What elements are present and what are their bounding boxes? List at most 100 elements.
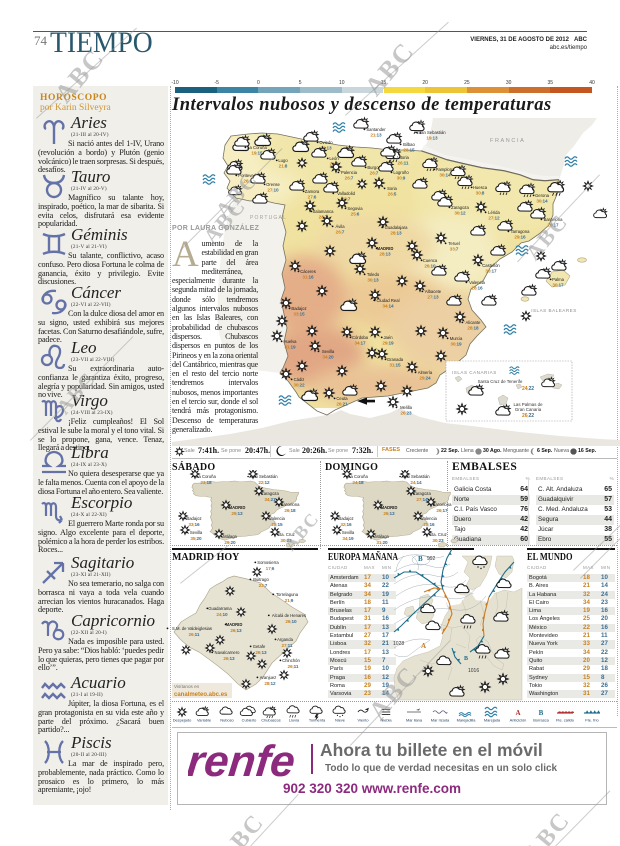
- svg-text:Alicante: Alicante: [466, 320, 482, 325]
- svg-text:28|16: 28|16: [471, 286, 483, 291]
- svg-text:27|12: 27|12: [488, 216, 500, 221]
- svg-text:27|11: 27|11: [281, 643, 292, 648]
- svg-text:28|18: 28|18: [467, 326, 479, 331]
- svg-text:canalmeteo.abc.es: canalmeteo.abc.es: [174, 692, 228, 698]
- svg-text:Badajoz: Badajoz: [338, 516, 353, 521]
- svg-text:A: A: [421, 642, 426, 650]
- svg-text:30|23: 30|23: [432, 538, 444, 543]
- svg-text:Visítanos en: Visítanos en: [174, 684, 200, 689]
- svg-text:Pamplona: Pamplona: [436, 167, 456, 172]
- svg-text:Soria: Soria: [387, 186, 397, 191]
- svg-text:Variable: Variable: [197, 718, 211, 723]
- svg-text:MADRID: MADRID: [381, 505, 398, 510]
- svg-text:Palma: Palma: [552, 277, 565, 282]
- svg-text:Mar rizada: Mar rizada: [431, 718, 450, 723]
- svg-text:Castellón: Castellón: [482, 263, 500, 268]
- svg-text:Ávila: Ávila: [335, 224, 345, 229]
- svg-text:Cuenca: Cuenca: [423, 258, 438, 263]
- svg-text:Palencia: Palencia: [341, 170, 358, 175]
- svg-text:23|15: 23|15: [403, 148, 415, 153]
- svg-text:Gerona: Gerona: [535, 193, 550, 198]
- svg-text:Ciudad Real: Ciudad Real: [376, 298, 399, 303]
- svg-text:19|15: 19|15: [251, 151, 263, 156]
- svg-text:30|19: 30|19: [450, 342, 462, 347]
- svg-text:Cáceres: Cáceres: [300, 269, 316, 274]
- svg-text:Zaragoza: Zaragoza: [261, 491, 279, 496]
- svg-text:Toledo: Toledo: [367, 272, 380, 277]
- svg-text:Logroño: Logroño: [393, 170, 409, 175]
- svg-text:32|16: 32|16: [340, 522, 352, 527]
- svg-text:Valladolid: Valladolid: [337, 191, 356, 196]
- svg-text:26|23: 26|23: [400, 411, 412, 416]
- svg-text:31|15: 31|15: [389, 363, 401, 368]
- svg-text:Cubierto: Cubierto: [242, 718, 257, 723]
- svg-text:Barcelona: Barcelona: [281, 502, 301, 507]
- svg-text:ISLAS BALEARES: ISLAS BALEARES: [531, 308, 577, 313]
- svg-text:Valencia: Valencia: [269, 516, 285, 521]
- svg-text:Nieve: Nieve: [335, 718, 345, 723]
- svg-text:MADRID: MADRID: [377, 246, 394, 251]
- svg-text:Valencia: Valencia: [469, 280, 485, 285]
- svg-text:B: B: [418, 555, 423, 563]
- svg-text:Granada: Granada: [387, 357, 404, 362]
- svg-text:26|7: 26|7: [345, 176, 354, 181]
- svg-text:24|14: 24|14: [410, 480, 422, 485]
- svg-text:Sevilla: Sevilla: [342, 530, 355, 535]
- svg-text:Segovia: Segovia: [347, 206, 363, 211]
- svg-text:30|23: 30|23: [280, 538, 292, 543]
- svg-text:26|5: 26|5: [388, 192, 397, 197]
- svg-text:29|24: 29|24: [419, 376, 431, 381]
- svg-text:Almería: Almería: [418, 370, 433, 375]
- svg-text:25|7: 25|7: [342, 197, 351, 202]
- svg-text:30|14: 30|14: [536, 199, 548, 204]
- svg-text:Borrasca: Borrasca: [533, 718, 549, 723]
- svg-text:La Coruña: La Coruña: [247, 145, 267, 150]
- svg-text:Barcelona: Barcelona: [433, 502, 453, 507]
- svg-text:Cádiz: Cádiz: [294, 377, 305, 382]
- svg-text:992: 992: [427, 556, 436, 562]
- svg-text:26|11: 26|11: [188, 632, 199, 637]
- svg-text:26|21: 26|21: [336, 402, 348, 407]
- svg-text:26|13: 26|13: [230, 628, 242, 633]
- svg-text:33|15: 33|15: [293, 312, 305, 317]
- svg-text:San Sebastián: San Sebastián: [418, 130, 446, 135]
- svg-text:MADRID: MADRID: [226, 622, 243, 627]
- svg-text:Sta. Cruz: Sta. Cruz: [429, 532, 446, 537]
- svg-text:21|13: 21|13: [370, 133, 382, 138]
- svg-text:21|8: 21|8: [279, 164, 288, 169]
- svg-text:22|7: 22|7: [259, 583, 268, 588]
- svg-text:28|13: 28|13: [379, 252, 391, 257]
- svg-text:B: B: [464, 656, 468, 662]
- svg-text:Córdoba: Córdoba: [352, 335, 369, 340]
- svg-text:Albacete: Albacete: [425, 289, 442, 294]
- svg-text:26|11: 26|11: [397, 161, 408, 166]
- svg-text:25|6: 25|6: [351, 212, 360, 217]
- svg-text:34|14: 34|14: [382, 304, 394, 309]
- svg-text:26|7: 26|7: [336, 230, 345, 235]
- svg-text:Fte. frío: Fte. frío: [585, 718, 598, 723]
- svg-text:Jaén: Jaén: [383, 335, 393, 340]
- svg-text:35|20: 35|20: [190, 536, 202, 541]
- svg-text:Getafe: Getafe: [253, 644, 266, 649]
- svg-text:30|22: 30|22: [293, 383, 305, 388]
- svg-text:Valencia: Valencia: [421, 516, 437, 521]
- svg-text:31|20: 31|20: [376, 540, 388, 545]
- svg-text:Salamanca: Salamanca: [313, 209, 335, 214]
- svg-text:San Sebastián: San Sebastián: [250, 474, 278, 479]
- svg-text:MADRID: MADRID: [229, 505, 246, 510]
- svg-text:Tormenta: Tormenta: [309, 718, 326, 723]
- svg-text:Sta. Cruz: Sta. Cruz: [277, 532, 294, 537]
- svg-text:Marejadilla: Marejadilla: [457, 718, 477, 723]
- svg-text:Murcia: Murcia: [450, 336, 463, 341]
- svg-text:Marejada: Marejada: [484, 718, 501, 723]
- svg-text:26|17: 26|17: [436, 508, 448, 513]
- svg-text:Málaga: Málaga: [223, 534, 237, 539]
- svg-text:Oviedo: Oviedo: [319, 140, 333, 145]
- svg-text:Lluvia: Lluvia: [289, 718, 300, 723]
- svg-text:Somosierra: Somosierra: [257, 560, 279, 565]
- svg-text:Niebla: Niebla: [380, 718, 392, 723]
- svg-text:B: B: [539, 709, 544, 717]
- svg-text:Chubascos: Chubascos: [261, 718, 281, 723]
- svg-text:Sevilla: Sevilla: [322, 349, 335, 354]
- svg-text:19|13: 19|13: [426, 136, 438, 141]
